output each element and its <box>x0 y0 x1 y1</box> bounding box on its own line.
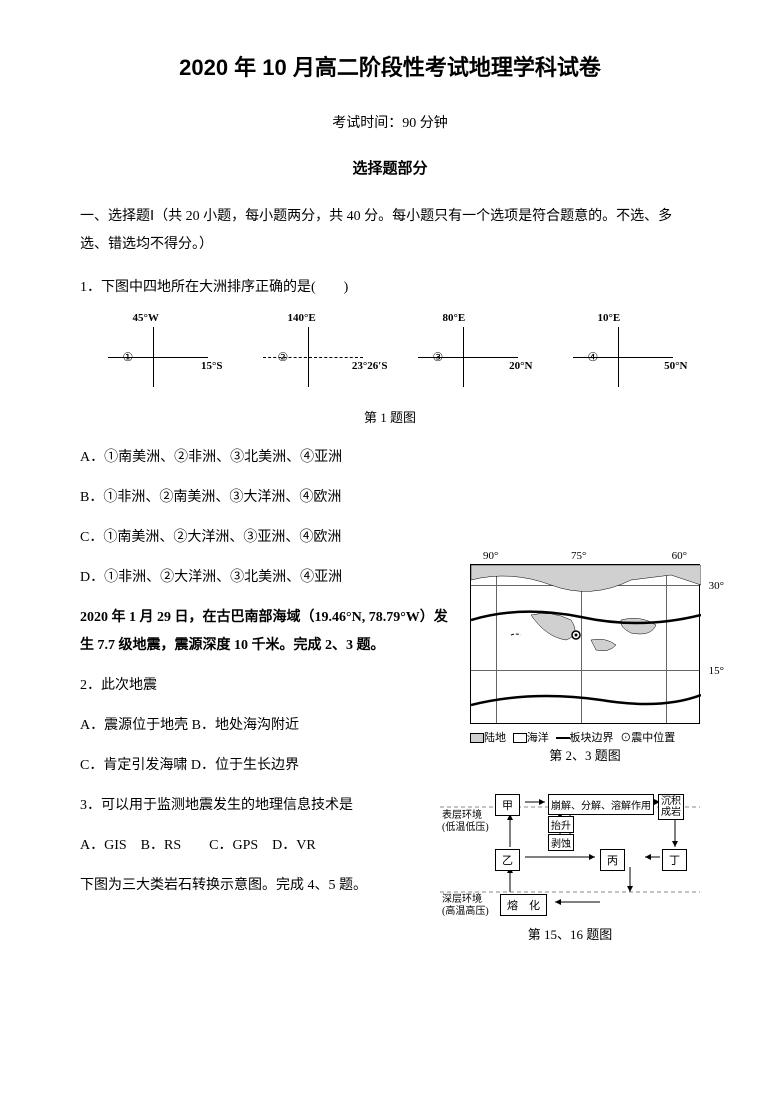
figure-1: 45°W ① 15°S 140°E ② 23°26′S 80°E ③ 20°N … <box>80 317 700 397</box>
q1-option-d: D．①非洲、②大洋洲、③北美洲、④亚洲 <box>80 564 455 592</box>
coord-3: 80°E ③ 20°N <box>408 322 528 392</box>
context-q2-3: 2020 年 1 月 29 日，在古巴南部海域（19.46°N, 78.79°W… <box>80 604 455 660</box>
map-svg <box>471 565 701 725</box>
coord-1: 45°W ① 15°S <box>98 322 218 392</box>
q1-option-a: A．①南美洲、②非洲、③北美洲、④亚洲 <box>80 444 700 472</box>
map-figure: 90° 75° 60° 30° 15° <box>470 564 700 724</box>
page-title: 2020 年 10 月高二阶段性考试地理学科试卷 <box>80 50 700 82</box>
question-2: 2．此次地震 <box>80 672 455 700</box>
q1-option-c: C．①南美洲、②大洋洲、③亚洲、④欧洲 <box>80 524 700 552</box>
figure-1-caption: 第 1 题图 <box>80 407 700 426</box>
q3-options: A．GIS B．RS C．GPS D．VR <box>80 832 425 860</box>
exam-time: 考试时间：90 分钟 <box>80 112 700 132</box>
q2-options-ab: A．震源位于地壳 B．地处海沟附近 <box>80 712 455 740</box>
instructions: 一、选择题Ⅰ（共 20 小题，每小题两分，共 40 分。每小题只有一个选项是符合… <box>80 203 700 259</box>
q1-option-b: B．①非洲、②南美洲、③大洋洲、④欧洲 <box>80 484 700 512</box>
section-header: 选择题部分 <box>80 157 700 178</box>
map-caption: 第 2、3 题图 <box>470 745 700 764</box>
context-q4-5: 下图为三大类岩石转换示意图。完成 4、5 题。 <box>80 872 425 900</box>
q2-options-cd: C．肯定引发海啸 D．位于生长边界 <box>80 752 455 780</box>
map-legend: 陆地 海洋 板块边界 ⊙震中位置 <box>470 729 700 745</box>
question-1: 1．下图中四地所在大洲排序正确的是( ) <box>80 274 700 302</box>
question-3: 3．可以用于监测地震发生的地理信息技术是 <box>80 792 425 820</box>
rock-diagram: 甲 崩解、分解、溶解作用 沉积成岩 乙 丙 丁 熔 化 表层环境(低温低压) 深… <box>440 792 690 922</box>
rock-caption: 第 15、16 题图 <box>440 924 700 943</box>
coord-4: 10°E ④ 50°N <box>563 322 683 392</box>
coord-2: 140°E ② 23°26′S <box>253 322 373 392</box>
